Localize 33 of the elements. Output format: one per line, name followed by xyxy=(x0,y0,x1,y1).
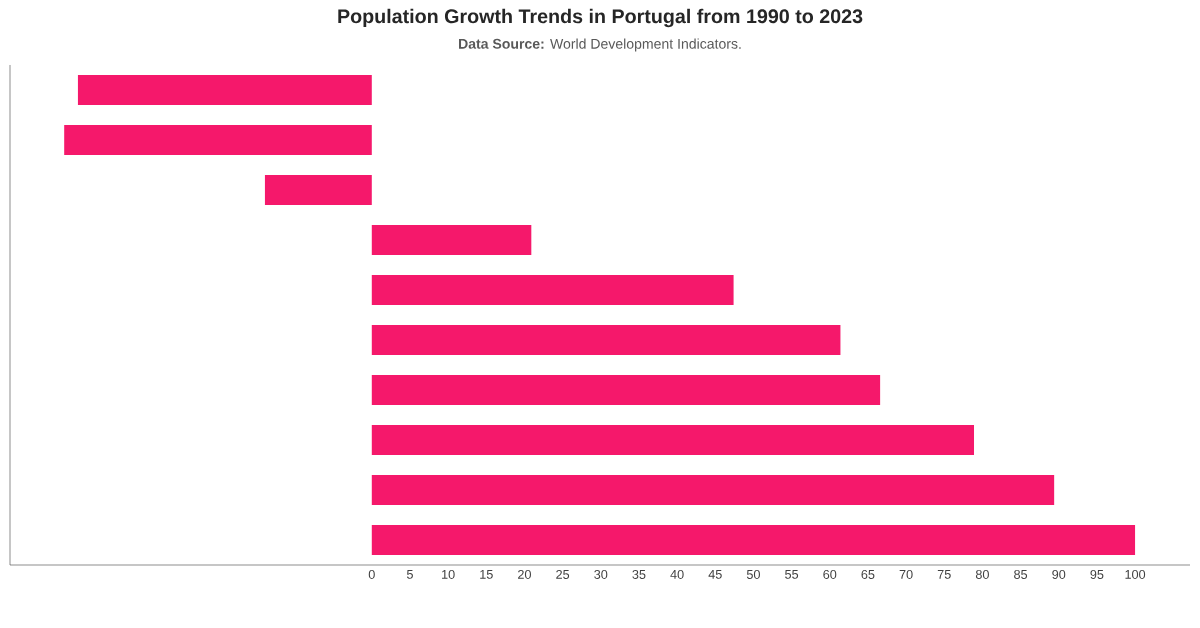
bar xyxy=(371,375,881,405)
x-tick-label: 95 xyxy=(1090,569,1104,579)
bar xyxy=(371,425,975,456)
x-tick-label: 25 xyxy=(556,569,570,579)
x-tick-label: 35 xyxy=(632,569,646,579)
bar xyxy=(371,475,1055,506)
bar xyxy=(371,224,532,255)
x-tick-label: 20 xyxy=(518,569,531,579)
x-tick-label: 60 xyxy=(823,569,837,579)
x-tick-label: 5 xyxy=(406,569,413,579)
x-tick-label: 40 xyxy=(670,569,684,579)
x-tick-label: 90 xyxy=(1052,569,1066,579)
x-tick-label: 70 xyxy=(899,569,913,579)
x-tick-label: 75 xyxy=(937,569,951,579)
bar xyxy=(77,74,372,105)
x-tick-label: 15 xyxy=(480,569,493,579)
x-tick-label: 30 xyxy=(594,569,608,579)
x-tick-label: 55 xyxy=(785,569,799,579)
x-tick-label: 10 xyxy=(442,569,455,579)
chart-title: Population Growth Trends in Portugal from 1990 to 2023 xyxy=(338,8,863,28)
bar xyxy=(371,325,841,355)
x-tick-label: 0 xyxy=(368,569,375,579)
bar xyxy=(371,525,1136,556)
bar xyxy=(264,174,372,205)
x-tick-label: 45 xyxy=(708,569,722,579)
x-tick-label: 50 xyxy=(746,569,760,579)
x-tick-label: 65 xyxy=(861,569,875,579)
x-tick-label: 80 xyxy=(975,569,989,579)
x-tick-label: 85 xyxy=(1014,569,1028,579)
chart-subtitle: Data Source: World Development Indicators. xyxy=(459,38,741,52)
bar xyxy=(371,275,734,305)
bar xyxy=(64,124,372,155)
x-tick-label: 100 xyxy=(1125,569,1146,579)
